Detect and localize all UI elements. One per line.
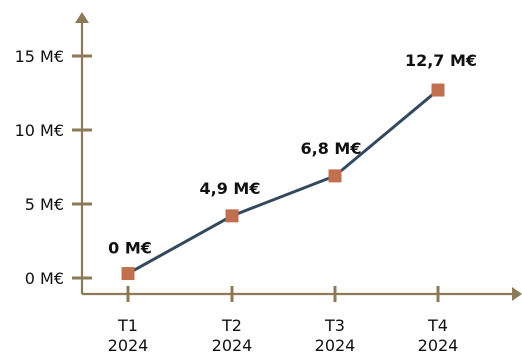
axes xyxy=(75,12,522,301)
x-tick-label-year: 2024 xyxy=(108,336,149,354)
data-label: 4,9 M€ xyxy=(200,179,261,198)
series-line xyxy=(126,88,440,276)
x-tick-label-quarter: T2 xyxy=(221,316,242,335)
x-tick-label: T4 2024 xyxy=(418,316,459,354)
series xyxy=(121,83,445,281)
x-axis-arrow-icon xyxy=(512,287,522,301)
y-tick-label: 10 M€ xyxy=(15,121,64,140)
data-label: 0 M€ xyxy=(108,239,152,258)
data-point-marker xyxy=(225,209,239,223)
y-tick-label: 5 M€ xyxy=(25,195,64,214)
x-tick-label-quarter: T3 xyxy=(324,316,345,335)
data-labels: 0 M€ 4,9 M€ 6,8 M€ 12,7 M€ xyxy=(108,51,477,258)
y-axis-arrow-icon xyxy=(75,12,89,23)
y-axis-ticks: 0 M€ 5 M€ 10 M€ 15 M€ xyxy=(15,47,92,288)
x-tick-label: T1 2024 xyxy=(108,316,149,354)
data-label: 6,8 M€ xyxy=(301,139,362,158)
y-tick-label: 15 M€ xyxy=(15,47,64,66)
data-point-marker xyxy=(328,169,342,183)
x-tick-label-quarter: T1 xyxy=(117,316,138,335)
x-tick-label-year: 2024 xyxy=(418,336,459,354)
data-point-marker xyxy=(121,267,135,281)
x-tick-label-year: 2024 xyxy=(212,336,253,354)
x-tick-label: T2 2024 xyxy=(212,316,253,354)
x-tick-label-year: 2024 xyxy=(315,336,356,354)
y-tick-label: 0 M€ xyxy=(25,269,64,288)
data-point-marker xyxy=(431,83,445,97)
x-tick-label-quarter: T4 xyxy=(427,316,448,335)
x-tick-label: T3 2024 xyxy=(315,316,356,354)
data-label: 12,7 M€ xyxy=(405,51,477,70)
